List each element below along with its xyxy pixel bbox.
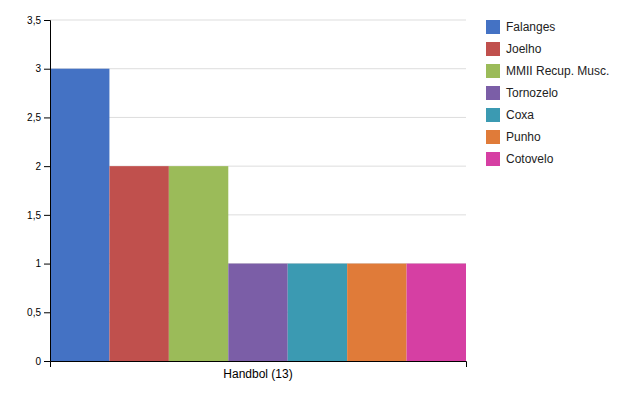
tick: 1	[35, 258, 50, 269]
chart: 0 0,5 1 1,5 2 2,5 3 3,5 Handbol (13) Falanges Joel…	[0, 0, 636, 401]
legend-item: Joelho	[486, 42, 542, 56]
tick-label: 3,5	[27, 15, 41, 26]
bar	[407, 264, 466, 361]
tick-label: 3	[35, 63, 41, 74]
x-axis: Handbol (13)	[51, 361, 467, 381]
bar	[169, 166, 228, 361]
grid-line	[50, 68, 466, 69]
tick-label: 1	[35, 258, 41, 269]
tick-label: Handbol (13)	[223, 367, 292, 381]
tick-mark	[44, 117, 50, 118]
plot: 0 0,5 1 1,5 2 2,5 3 3,5 Handbol (13)	[27, 15, 466, 381]
legend-item: Falanges	[486, 20, 555, 34]
tick: 0,5	[27, 307, 50, 318]
tick: 3,5	[27, 15, 50, 26]
legend-item: MMII Recup. Musc.	[486, 64, 609, 78]
legend-swatch	[486, 86, 500, 100]
tick-mark	[44, 20, 50, 21]
legend-item: Cotovelo	[486, 152, 554, 166]
legend-swatch	[486, 108, 500, 122]
tick-label: 0	[35, 356, 41, 367]
legend-swatch	[486, 130, 500, 144]
tick-mark	[44, 166, 50, 167]
tick-mark	[44, 264, 50, 265]
bars	[50, 69, 466, 361]
legend-label: Falanges	[506, 20, 555, 34]
tick-label: 2,5	[27, 112, 41, 123]
tick: 2	[35, 161, 50, 172]
tick-label: 0,5	[27, 307, 41, 318]
bar	[347, 264, 406, 361]
legend-label: Cotovelo	[506, 152, 554, 166]
tick-label: 1,5	[27, 210, 41, 221]
tick: 2,5	[27, 112, 50, 123]
legend-label: Punho	[506, 130, 541, 144]
legend-label: Coxa	[506, 108, 534, 122]
tick-mark	[44, 361, 50, 362]
bar	[109, 166, 168, 361]
axis-line	[44, 21, 51, 362]
tick-mark	[44, 215, 50, 216]
legend: Falanges Joelho MMII Recup. Musc. Tornozelo…	[486, 20, 609, 166]
legend-item: Coxa	[486, 108, 534, 122]
tick: 0	[35, 356, 50, 367]
legend-item: Tornozelo	[486, 86, 558, 100]
legend-label: Tornozelo	[506, 86, 558, 100]
bar	[288, 264, 347, 361]
y-axis: 0 0,5 1 1,5 2 2,5 3 3,5	[27, 15, 50, 367]
bar	[50, 69, 109, 361]
tick-label: 2	[35, 161, 41, 172]
tick-mark	[44, 69, 50, 70]
grid-line	[50, 117, 466, 118]
legend-swatch	[486, 64, 500, 78]
legend-label: MMII Recup. Musc.	[506, 64, 609, 78]
tick: 3	[35, 63, 50, 74]
tick: 1,5	[27, 210, 50, 221]
grid	[50, 20, 466, 361]
legend-swatch	[486, 20, 500, 34]
grid-line	[50, 20, 466, 21]
tick-mark	[44, 312, 50, 313]
legend-swatch	[486, 42, 500, 56]
tick: Handbol (13)	[223, 361, 292, 381]
bar	[228, 264, 287, 361]
legend-item: Punho	[486, 130, 541, 144]
legend-swatch	[486, 152, 500, 166]
legend-label: Joelho	[506, 42, 542, 56]
